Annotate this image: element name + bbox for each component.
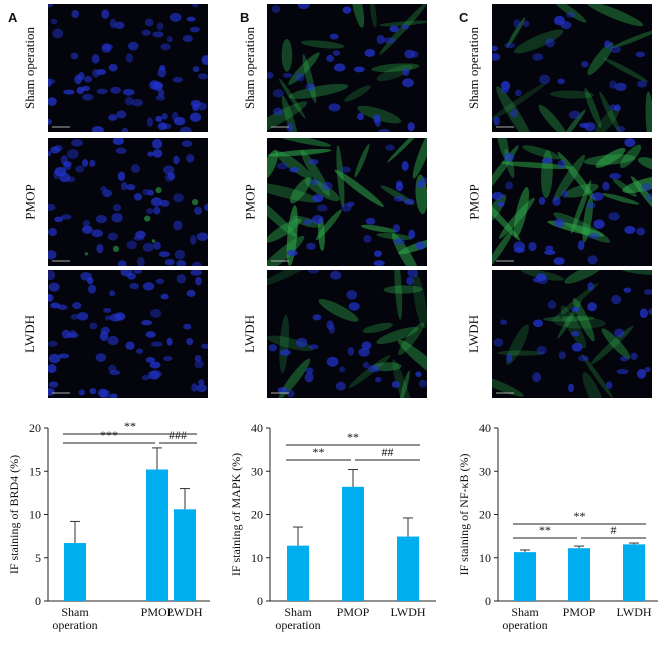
y-axis-label: IF staining of BRD4 (%) — [7, 455, 21, 574]
micrograph-a-sham — [48, 4, 208, 132]
chart-brd4: 0 5 10 15 20 IF staining of BRD4 (%) Sham opera… — [0, 408, 218, 645]
y-tick-label: 20 — [479, 508, 491, 522]
row-label-c-lwdh: LWDH — [466, 314, 482, 354]
micrograph-b-sham — [267, 4, 427, 132]
micrograph-image — [267, 270, 427, 398]
micrograph-image — [492, 138, 652, 266]
chart-nfkb: 0 10 20 30 40 IF staining of NF-κB (%) Sham ope… — [446, 408, 666, 645]
category-label: PMOP — [563, 605, 596, 619]
significance-label: ** — [539, 523, 551, 537]
micrograph-image — [492, 270, 652, 398]
micrograph-b-lwdh — [267, 270, 427, 398]
row-label-a-pmop: PMOP — [22, 184, 38, 220]
micrograph-c-pmop — [492, 138, 652, 266]
row-label-a-sham: Sham operation — [21, 27, 37, 109]
significance-label: ** — [347, 430, 359, 444]
significance-label: *** — [100, 428, 118, 442]
panel-letter-a: A — [8, 10, 18, 25]
category-label: LWDH — [167, 605, 202, 619]
y-tick-label: 30 — [251, 464, 263, 478]
micrograph-image — [48, 4, 208, 132]
panel-letter-b: B — [240, 10, 250, 25]
row-label-c-pmop: PMOP — [466, 184, 482, 220]
significance-label: ** — [574, 509, 586, 523]
micrograph-b-pmop — [267, 138, 427, 266]
bar-2 — [623, 544, 645, 601]
chart-nfkb-svg: 0 10 20 30 40 IF staining of NF-κB (%) Shamope… — [457, 421, 658, 632]
y-tick-label: 15 — [29, 464, 41, 478]
category-label: LWDH — [616, 605, 651, 619]
bar-1 — [146, 469, 168, 601]
significance-label: ** — [124, 419, 136, 433]
category-label: operation — [52, 618, 97, 632]
bar-2 — [397, 536, 419, 601]
row-label-b-lwdh: LWDH — [242, 314, 258, 354]
y-tick-label: 0 — [35, 594, 41, 608]
y-tick-label: 30 — [479, 464, 491, 478]
chart-mapk-svg: 0 10 20 30 40 IF staining of MAPK (%) Shamoper… — [229, 421, 436, 632]
y-axis-label: IF staining of MAPK (%) — [229, 453, 243, 576]
bar-0 — [514, 552, 536, 601]
y-tick-label: 10 — [479, 551, 491, 565]
row-label-c-sham: Sham operation — [465, 27, 481, 109]
chart-mapk: 0 10 20 30 40 IF staining of MAPK (%) Sham oper… — [222, 408, 444, 645]
category-label: LWDH — [390, 605, 425, 619]
y-tick-label: 40 — [251, 421, 263, 435]
bar-1 — [342, 486, 364, 601]
y-tick-label: 10 — [251, 551, 263, 565]
y-tick-label: 20 — [251, 508, 263, 522]
significance-label: # — [611, 523, 617, 537]
micrograph-c-lwdh — [492, 270, 652, 398]
micrograph-c-sham — [492, 4, 652, 132]
category-label: Sham — [284, 605, 312, 619]
micrograph-image — [48, 138, 208, 266]
micrograph-a-lwdh — [48, 270, 208, 398]
micrograph-image — [267, 138, 427, 266]
micrograph-image — [492, 4, 652, 132]
y-tick-label: 0 — [485, 594, 491, 608]
row-label-b-pmop: PMOP — [242, 184, 258, 220]
micrograph-image — [48, 270, 208, 398]
category-label: operation — [275, 618, 320, 632]
significance-label: ** — [313, 445, 325, 459]
y-axis-label: IF staining of NF-κB (%) — [457, 453, 471, 575]
micrograph-a-pmop — [48, 138, 208, 266]
bar-2 — [174, 509, 196, 601]
category-label: PMOP — [141, 605, 174, 619]
y-tick-label: 0 — [257, 594, 263, 608]
row-label-b-sham: Sham operation — [241, 27, 257, 109]
category-label: Sham — [61, 605, 89, 619]
y-tick-label: 40 — [479, 421, 491, 435]
panel-letter-c: C — [459, 10, 469, 25]
bar-0 — [287, 545, 309, 601]
bar-0 — [64, 543, 86, 601]
y-tick-label: 5 — [35, 551, 41, 565]
category-label: Sham — [511, 605, 539, 619]
chart-brd4-svg: 0 5 10 15 20 IF staining of BRD4 (%) Shamopera… — [7, 419, 210, 632]
y-tick-label: 10 — [29, 508, 41, 522]
significance-label: ### — [169, 428, 187, 442]
category-label: operation — [502, 618, 547, 632]
category-label: PMOP — [337, 605, 370, 619]
micrograph-image — [267, 4, 427, 132]
y-tick-label: 20 — [29, 421, 41, 435]
row-label-a-lwdh: LWDH — [22, 314, 38, 354]
significance-label: ## — [382, 445, 394, 459]
bar-1 — [568, 548, 590, 601]
